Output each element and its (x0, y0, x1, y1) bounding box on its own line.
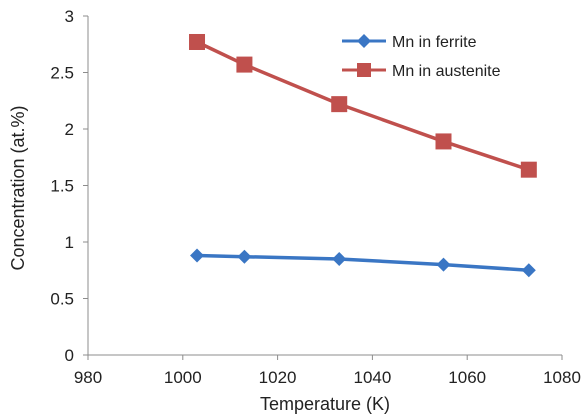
y-tick-label: 0.5 (50, 290, 74, 309)
data-point-austenite (331, 96, 348, 113)
legend-marker-square (357, 63, 371, 77)
x-tick-label: 1040 (353, 368, 391, 387)
data-point-austenite (520, 161, 537, 178)
y-tick-label: 3 (65, 7, 74, 26)
data-point-ferrite (521, 263, 536, 278)
data-point-ferrite (237, 249, 252, 264)
x-tick-label: 1000 (164, 368, 202, 387)
y-axis-title: Concentration (at.%) (8, 105, 28, 270)
x-axis-ticks: 980 1000 1020 1040 1060 1080 (74, 355, 581, 387)
legend-item-austenite: Mn in austenite (342, 63, 501, 80)
data-point-ferrite (190, 248, 205, 263)
x-tick-label: 1020 (259, 368, 297, 387)
legend-item-ferrite: Mn in ferrite (342, 34, 477, 51)
y-tick-label: 0 (65, 346, 74, 365)
legend: Mn in ferrite Mn in austenite (342, 34, 501, 80)
legend-marker-diamond (357, 34, 371, 48)
x-tick-label: 980 (74, 368, 102, 387)
legend-label-austenite: Mn in austenite (392, 63, 501, 80)
x-axis-title: Temperature (K) (260, 394, 390, 414)
plot-area: 0 0.5 1 1.5 2 2.5 3 980 1000 1020 1040 1060 1080 (50, 7, 581, 387)
data-point-ferrite (332, 251, 347, 266)
x-tick-label: 1080 (543, 368, 581, 387)
y-tick-label: 1.5 (50, 177, 74, 196)
y-tick-label: 2.5 (50, 64, 74, 83)
legend-label-ferrite: Mn in ferrite (392, 34, 477, 51)
data-point-austenite (189, 33, 206, 50)
y-tick-label: 2 (65, 120, 74, 139)
data-point-austenite (236, 56, 253, 73)
data-point-austenite (435, 133, 452, 150)
series-layer (189, 33, 537, 278)
y-tick-label: 1 (65, 233, 74, 252)
data-point-ferrite (436, 257, 451, 272)
y-axis-ticks: 0 0.5 1 1.5 2 2.5 3 (50, 7, 88, 365)
x-tick-label: 1060 (448, 368, 486, 387)
